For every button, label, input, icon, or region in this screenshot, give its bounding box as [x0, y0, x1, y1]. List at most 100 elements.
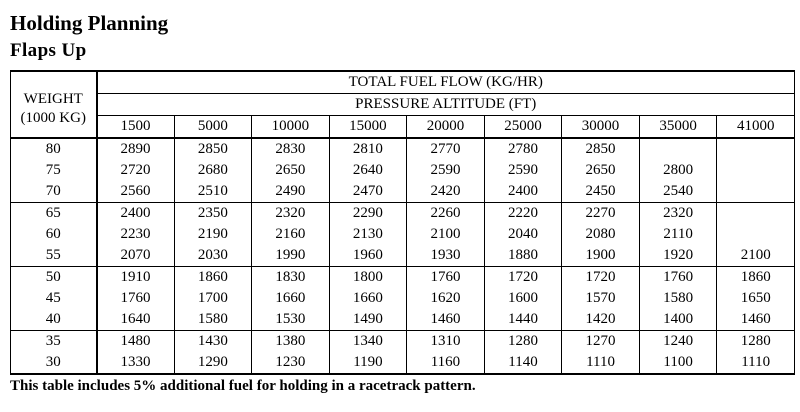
weight-cell: 40	[10, 309, 98, 331]
altitude-header-cell: 1500	[96, 115, 175, 139]
fuel-flow-cell: 1720	[561, 266, 640, 288]
fuel-flow-cell: 1570	[561, 288, 640, 309]
fuel-flow-cell: 1930	[406, 245, 485, 267]
altitude-header-row: 1500 5000 10000 15000 20000 25000 30000 35000 41…	[11, 115, 795, 139]
fuel-flow-cell: 2160	[251, 224, 330, 245]
altitude-header-cell: 35000	[639, 115, 718, 139]
fuel-flow-cell: 1110	[716, 352, 795, 375]
fuel-flow-cell: 2190	[174, 224, 253, 245]
altitude-header-cell: 20000	[406, 115, 485, 139]
weight-cell: 30	[10, 352, 98, 375]
fuel-flow-cell	[716, 181, 795, 203]
fuel-flow-cell	[639, 138, 718, 160]
fuel-flow-cell: 1430	[174, 330, 253, 352]
fuel-flow-cell: 2130	[329, 224, 408, 245]
weight-cell: 60	[10, 224, 98, 245]
fuel-flow-cell: 2450	[561, 181, 640, 203]
fuel-flow-cell: 1720	[484, 266, 563, 288]
fuel-flow-cell: 1480	[96, 330, 175, 352]
fuel-flow-cell: 2400	[484, 181, 563, 203]
fuel-flow-cell: 2030	[174, 245, 253, 267]
altitude-header-cell: 25000	[484, 115, 563, 139]
page-subtitle: Flaps Up	[10, 40, 87, 61]
fuel-flow-cell: 2640	[329, 160, 408, 181]
fuel-flow-cell: 2320	[639, 202, 718, 224]
fuel-flow-cell: 1960	[329, 245, 408, 267]
fuel-flow-cell: 1290	[174, 352, 253, 375]
fuel-flow-cell: 2850	[561, 138, 640, 160]
fuel-flow-table: WEIGHT (1000 KG) TOTAL FUEL FLOW (KG/HR)…	[10, 70, 795, 375]
fuel-flow-cell: 1640	[96, 309, 175, 331]
fuel-flow-cell: 2590	[484, 160, 563, 181]
weight-cell: 55	[10, 245, 98, 267]
fuel-flow-cell: 2590	[406, 160, 485, 181]
fuel-flow-cell: 1380	[251, 330, 330, 352]
fuel-flow-cell: 1420	[561, 309, 640, 331]
fuel-flow-cell: 1800	[329, 266, 408, 288]
fuel-flow-cell: 1860	[174, 266, 253, 288]
table-row: 45 1760 1700 1660 1660 1620 1600 1570 1580 1650	[10, 288, 795, 309]
table-row: 55 2070 2030 1990 1960 1930 1880 1900 1920 2100	[10, 245, 795, 267]
table-row: 50 1910 1860 1830 1800 1760 1720 1720 1760 1860	[10, 266, 795, 288]
altitude-header-cell: 5000	[174, 115, 253, 139]
weight-header-label: WEIGHT	[23, 91, 83, 107]
fuel-flow-cell: 1140	[484, 352, 563, 375]
fuel-flow-cell: 1650	[716, 288, 795, 309]
fuel-flow-cell: 1760	[639, 266, 718, 288]
fuel-flow-cell: 1910	[96, 266, 175, 288]
fuel-flow-cell: 2290	[329, 202, 408, 224]
fuel-flow-cell: 2270	[561, 202, 640, 224]
altitude-header-cell: 41000	[716, 115, 795, 139]
fuel-flow-cell: 2540	[639, 181, 718, 203]
weight-header-unit: (1000 KG)	[20, 110, 86, 126]
fuel-flow-cell: 2720	[96, 160, 175, 181]
weight-cell: 80	[10, 138, 98, 160]
pressure-altitude-header: PRESSURE ALTITUDE (FT)	[96, 93, 795, 116]
fuel-flow-cell: 2780	[484, 138, 563, 160]
table-row: 70 2560 2510 2490 2470 2420 2400 2450 2540	[10, 181, 795, 203]
fuel-flow-cell: 2800	[639, 160, 718, 181]
fuel-flow-cell: 2260	[406, 202, 485, 224]
fuel-flow-cell	[716, 202, 795, 224]
total-fuel-flow-header: TOTAL FUEL FLOW (KG/HR)	[96, 70, 795, 94]
fuel-flow-cell: 2320	[251, 202, 330, 224]
fuel-flow-cell: 2850	[174, 138, 253, 160]
table-row: 60 2230 2190 2160 2130 2100 2040 2080 2110	[10, 224, 795, 245]
fuel-flow-cell: 1990	[251, 245, 330, 267]
fuel-flow-cell: 1310	[406, 330, 485, 352]
fuel-flow-cell: 2490	[251, 181, 330, 203]
weight-cell: 75	[10, 160, 98, 181]
fuel-flow-cell: 1860	[716, 266, 795, 288]
fuel-flow-cell: 2830	[251, 138, 330, 160]
fuel-flow-cell: 1160	[406, 352, 485, 375]
fuel-flow-cell: 2890	[96, 138, 175, 160]
fuel-flow-cell: 1270	[561, 330, 640, 352]
fuel-flow-cell: 2470	[329, 181, 408, 203]
fuel-flow-cell: 1760	[406, 266, 485, 288]
fuel-flow-cell: 1900	[561, 245, 640, 267]
fuel-flow-cell: 1830	[251, 266, 330, 288]
fuel-flow-cell	[716, 224, 795, 245]
table-row: 40 1640 1580 1530 1490 1460 1440 1420 1400 1460	[10, 309, 795, 331]
fuel-flow-cell: 1700	[174, 288, 253, 309]
fuel-flow-cell: 2650	[561, 160, 640, 181]
fuel-flow-cell: 2100	[716, 245, 795, 267]
fuel-flow-cell: 1330	[96, 352, 175, 375]
fuel-flow-cell: 2770	[406, 138, 485, 160]
fuel-flow-cell: 1190	[329, 352, 408, 375]
fuel-flow-cell: 2220	[484, 202, 563, 224]
fuel-flow-cell: 1880	[484, 245, 563, 267]
fuel-flow-cell: 1240	[639, 330, 718, 352]
footnote: This table includes 5% additional fuel f…	[10, 378, 476, 394]
fuel-flow-cell: 1660	[329, 288, 408, 309]
header-row-sub: PRESSURE ALTITUDE (FT)	[11, 93, 795, 116]
weight-cell: 50	[10, 266, 98, 288]
fuel-flow-cell: 1100	[639, 352, 718, 375]
header-row-main: WEIGHT (1000 KG) TOTAL FUEL FLOW (KG/HR)	[10, 70, 795, 139]
fuel-flow-cell: 1580	[639, 288, 718, 309]
fuel-flow-cell: 2080	[561, 224, 640, 245]
weight-cell: 45	[10, 288, 98, 309]
fuel-flow-cell: 1110	[561, 352, 640, 375]
weight-cell: 70	[10, 181, 98, 203]
fuel-flow-cell: 1460	[406, 309, 485, 331]
